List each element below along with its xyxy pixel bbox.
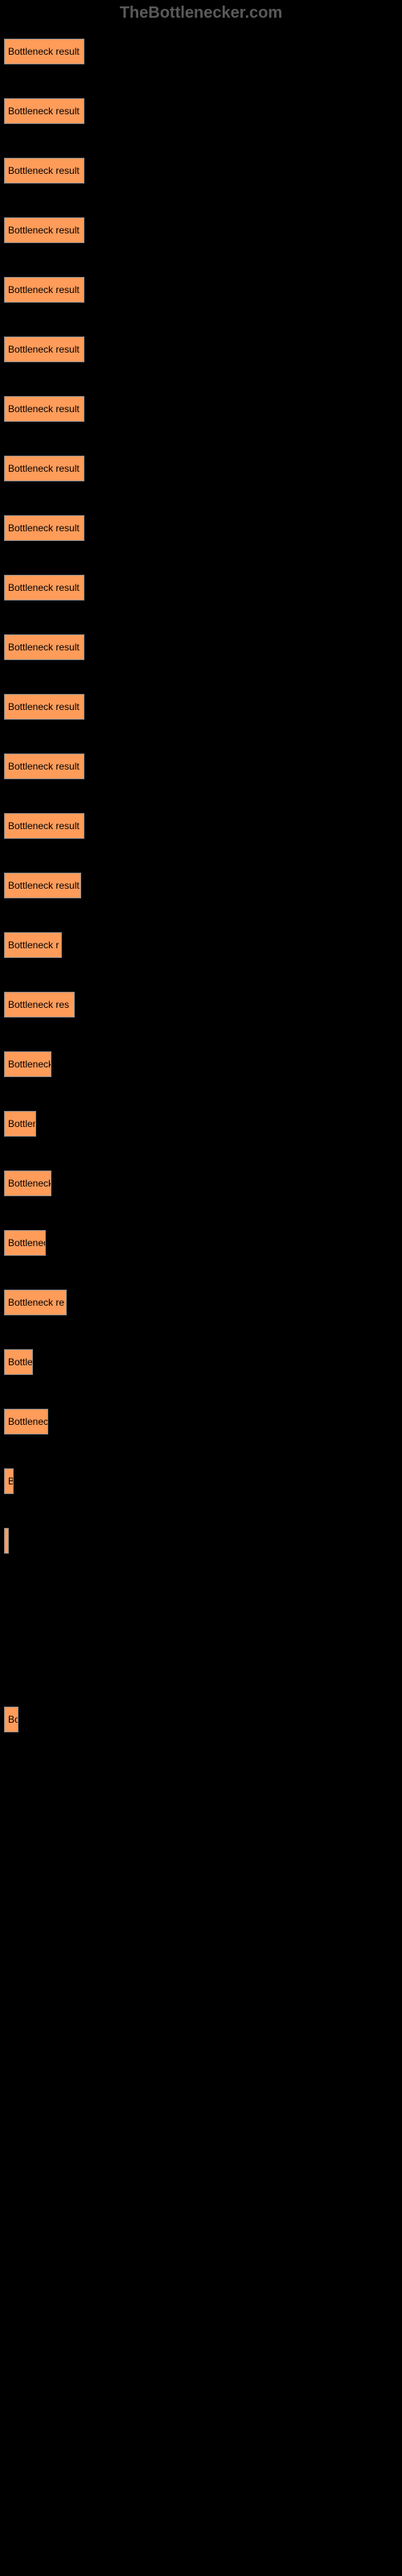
bar: Bottleneck result <box>4 456 84 481</box>
bar-row: Bottleneck result <box>4 694 398 720</box>
bar-label: Bottleneck result <box>8 165 80 176</box>
bar-label: B <box>8 1476 14 1487</box>
bar-row: Bottleneck result <box>4 873 398 898</box>
bar-row: Bottleneck result <box>4 217 398 243</box>
bar-label: Bottleneck result <box>8 344 80 355</box>
bar-row <box>4 2362 398 2388</box>
bar-label: Bottle <box>8 1356 33 1368</box>
bar-row: Bottleneck result <box>4 158 398 184</box>
bar: Bottleneck result <box>4 634 84 660</box>
bar-label: Bottleneck result <box>8 284 80 295</box>
bar-row: Bottleneck result <box>4 634 398 660</box>
bar-label: Bottleneck <box>8 1059 51 1070</box>
bar: Bottleneck result <box>4 753 84 779</box>
bar-row: Bottleneck result <box>4 456 398 481</box>
bar-row <box>4 2302 398 2328</box>
bar-row: Bottleneck result <box>4 753 398 779</box>
bar-row: Bottleneck <box>4 1051 398 1077</box>
bar-row <box>4 2421 398 2447</box>
bar-row <box>4 1528 398 1554</box>
bar-label: Bottleneck res <box>8 999 69 1010</box>
bar-row <box>4 1766 398 1792</box>
bar: Bo <box>4 1707 18 1732</box>
bar-row: Bottleneck result <box>4 39 398 64</box>
bar-row: Bottleneck result <box>4 336 398 362</box>
bar-label: Bottleneck result <box>8 105 80 117</box>
bar-label: Bottleneck <box>8 1178 51 1189</box>
bar: Bottleneck result <box>4 575 84 601</box>
bar-label: Bottleneck result <box>8 46 80 57</box>
bar: Bottleneck result <box>4 39 84 64</box>
bar-label: Bottleneck result <box>8 225 80 236</box>
bar-row <box>4 2004 398 2030</box>
bar-row: Bottleneck result <box>4 813 398 839</box>
bar-label: Bottleneck result <box>8 880 80 891</box>
bar-row: Bottleneck r <box>4 932 398 958</box>
bottleneck-chart: Bottleneck result Bottleneck result Bottle… <box>0 39 402 2507</box>
bar-label: Bottleneck result <box>8 582 80 593</box>
bar: Bottleneck result <box>4 277 84 303</box>
bar-label: Bottleneck result <box>8 522 80 534</box>
bar-row: B <box>4 1468 398 1494</box>
bar: Bottleneck result <box>4 396 84 422</box>
bar-label: Bottlenec <box>8 1237 46 1249</box>
bar: Bottleneck result <box>4 217 84 243</box>
bar: Bottlenec <box>4 1409 48 1435</box>
bar: B <box>4 1468 14 1494</box>
bar: Bottle <box>4 1349 33 1375</box>
bar-label: Bo <box>8 1714 18 1725</box>
bar: Bottleneck <box>4 1051 51 1077</box>
bar-row: Bottleneck <box>4 1170 398 1196</box>
bar-row: Bottleneck result <box>4 515 398 541</box>
bar-row: Bottleneck res <box>4 992 398 1018</box>
bar-label: Bottlen <box>8 1118 36 1129</box>
site-header: TheBottlenecker.com <box>0 4 402 23</box>
bar-row: Bottlenec <box>4 1230 398 1256</box>
bar-row: Bottleneck result <box>4 98 398 124</box>
bar: Bottleneck result <box>4 694 84 720</box>
bar-label: Bottleneck re <box>8 1297 64 1308</box>
bar-row: Bottle <box>4 1349 398 1375</box>
bar-row <box>4 1587 398 1613</box>
bar: Bottleneck result <box>4 813 84 839</box>
bar: Bottleneck res <box>4 992 75 1018</box>
bar: Bottleneck re <box>4 1290 67 1315</box>
bar-label: Bottleneck result <box>8 761 80 772</box>
bar: Bottlen <box>4 1111 36 1137</box>
bar-row <box>4 2183 398 2209</box>
bar-label: Bottleneck result <box>8 642 80 653</box>
bar <box>4 1528 9 1554</box>
bar-row <box>4 1885 398 1911</box>
bar-label: Bottlenec <box>8 1416 48 1427</box>
bar-row: Bottleneck result <box>4 396 398 422</box>
bar-row: Bottleneck re <box>4 1290 398 1315</box>
bar-row: Bottlen <box>4 1111 398 1137</box>
bar-label: Bottleneck result <box>8 701 80 712</box>
bar: Bottleneck result <box>4 158 84 184</box>
bar-row <box>4 2481 398 2507</box>
bar-label: Bottleneck r <box>8 939 59 951</box>
bar: Bottlenec <box>4 1230 46 1256</box>
bar-row <box>4 2064 398 2090</box>
bar-row <box>4 1826 398 1852</box>
bar-row: Bottleneck result <box>4 575 398 601</box>
bar: Bottleneck r <box>4 932 62 958</box>
bar-row <box>4 1647 398 1673</box>
bar-row: Bottleneck result <box>4 277 398 303</box>
bar: Bottleneck result <box>4 336 84 362</box>
bar-label: Bottleneck result <box>8 403 80 415</box>
bar: Bottleneck <box>4 1170 51 1196</box>
bar-label: Bottleneck result <box>8 820 80 832</box>
bar-row: Bottlenec <box>4 1409 398 1435</box>
bar: Bottleneck result <box>4 515 84 541</box>
bar-row: Bo <box>4 1707 398 1732</box>
bar-row <box>4 2124 398 2149</box>
bar: Bottleneck result <box>4 873 81 898</box>
bar-row <box>4 1945 398 1971</box>
bar-row <box>4 2243 398 2268</box>
bar-label: Bottleneck result <box>8 463 80 474</box>
bar: Bottleneck result <box>4 98 84 124</box>
